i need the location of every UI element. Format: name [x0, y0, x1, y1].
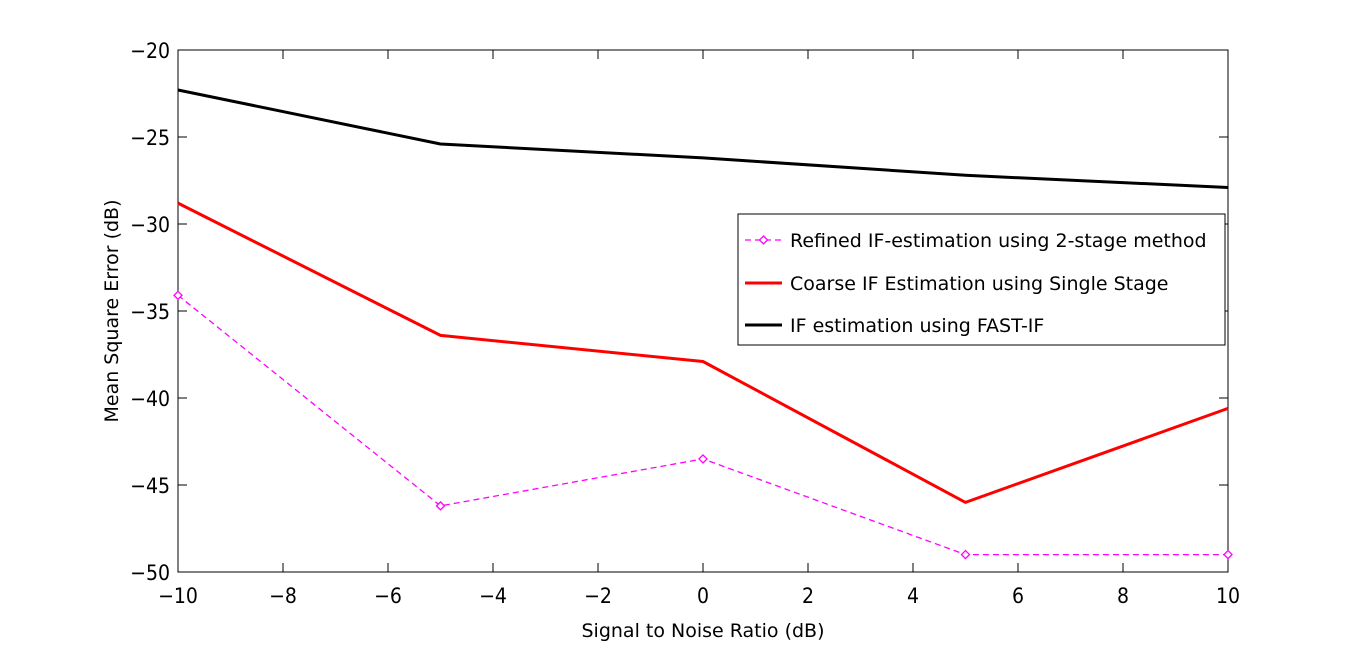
y-tick-label: −40	[130, 387, 170, 411]
legend-marker	[758, 235, 769, 245]
x-tick-label: 10	[1216, 584, 1240, 608]
y-tick-label: −30	[130, 213, 170, 237]
x-tick-label: 4	[907, 584, 919, 608]
series-line	[177, 88, 1229, 189]
data-point	[435, 500, 446, 511]
series-2	[177, 201, 1229, 504]
y-tick-label: −20	[130, 39, 170, 63]
y-tick-label: −50	[130, 561, 170, 585]
legend: Refined IF-estimation using 2-stage meth…	[737, 213, 1226, 346]
y-tick-label: −45	[130, 474, 170, 498]
legend-item: Refined IF-estimation using 2-stage meth…	[745, 230, 1207, 252]
x-axis-label: Signal to Noise Ratio (dB)	[581, 620, 824, 642]
y-axis-label: Mean Square Error (dB)	[101, 199, 123, 422]
x-tick-label: 2	[802, 584, 814, 608]
series-layer	[173, 88, 1233, 560]
legend-box	[737, 213, 1226, 346]
x-tick-label: 6	[1012, 584, 1024, 608]
x-tick-label: 0	[697, 584, 709, 608]
legend-item: Coarse IF Estimation using Single Stage	[745, 273, 1168, 295]
legend-label: Refined IF-estimation using 2-stage meth…	[790, 230, 1207, 252]
data-point	[173, 290, 183, 301]
x-tick-label: −10	[158, 584, 198, 608]
data-point	[1223, 549, 1233, 560]
x-tick-label: −8	[269, 584, 297, 608]
y-tick-label: −25	[130, 126, 170, 150]
axis-ticks: −10 −8 −6 −4 −2 0 2 4 6 8 10−20−25−30−35−40−45−50	[130, 39, 1240, 608]
legend-label: IF estimation using FAST-IF	[790, 315, 1044, 337]
x-tick-label: −2	[584, 584, 612, 608]
series-line	[177, 201, 1229, 504]
legend-item: IF estimation using FAST-IF	[745, 315, 1044, 337]
data-point	[960, 549, 971, 560]
x-tick-label: 8	[1117, 584, 1129, 608]
x-tick-label: −6	[374, 584, 402, 608]
x-tick-label: −4	[479, 584, 507, 608]
data-point	[698, 453, 708, 464]
y-tick-label: −35	[130, 300, 170, 324]
series-1	[173, 290, 1233, 560]
series-3	[177, 88, 1229, 189]
legend-label: Coarse IF Estimation using Single Stage	[790, 273, 1168, 295]
